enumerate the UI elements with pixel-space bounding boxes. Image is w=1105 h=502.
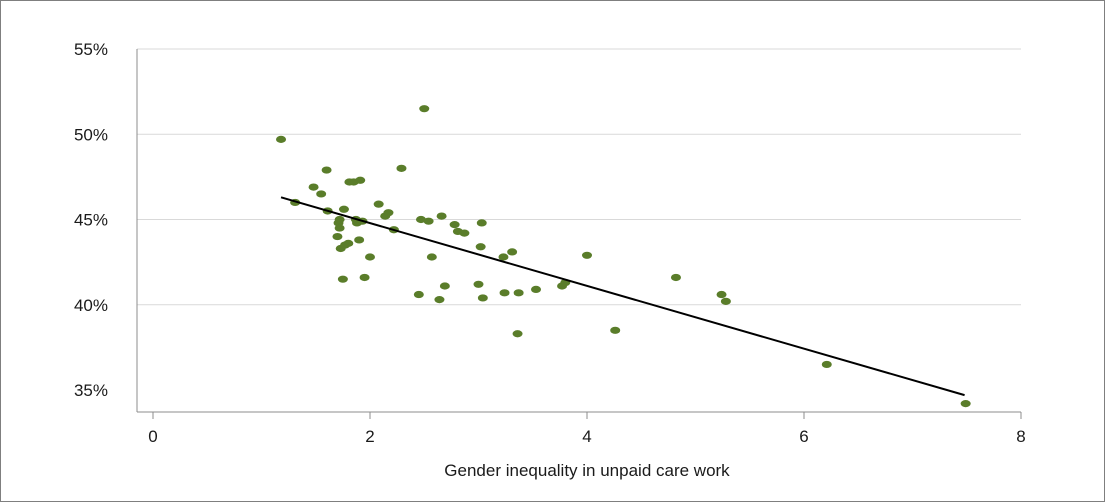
data-point	[337, 275, 348, 283]
x-tick-label: 6	[799, 427, 808, 446]
data-point	[359, 273, 370, 282]
data-point	[960, 400, 971, 408]
data-point	[473, 280, 484, 288]
data-point	[459, 229, 470, 237]
data-point	[531, 285, 542, 294]
data-point	[383, 209, 394, 217]
data-point	[396, 164, 407, 172]
data-point	[426, 253, 437, 261]
data-point	[334, 224, 345, 232]
data-point	[582, 251, 592, 259]
axes: 35% 40% 45% 50% 55% 0 2 4 6 8	[74, 40, 1026, 446]
data-point	[332, 232, 343, 241]
data-point	[513, 289, 524, 297]
data-point	[338, 205, 349, 213]
y-tick-label: 55%	[74, 40, 108, 59]
data-point	[716, 290, 727, 299]
data-point	[413, 290, 424, 299]
y-tick-label: 50%	[74, 125, 108, 144]
y-tick-label: 45%	[74, 211, 108, 230]
data-point	[434, 296, 445, 304]
trendline-group	[280, 196, 965, 397]
trendline	[280, 196, 965, 397]
data-point	[321, 166, 332, 174]
data-point	[354, 236, 365, 244]
data-point	[498, 253, 509, 261]
data-point	[821, 360, 832, 369]
data-point	[475, 243, 486, 251]
data-point	[507, 248, 518, 256]
gridlines	[137, 48, 1021, 306]
x-tick-label: 8	[1016, 427, 1025, 446]
data-point	[512, 330, 523, 338]
data-point	[720, 297, 731, 305]
data-point	[355, 176, 366, 184]
data-point	[415, 215, 426, 224]
y-tick-label: 35%	[74, 381, 108, 400]
data-point	[373, 200, 384, 208]
data-point	[436, 212, 447, 220]
x-axis-title: Gender inequality in unpaid care work	[444, 461, 730, 480]
data-point	[476, 219, 487, 227]
data-point	[477, 294, 488, 302]
data-point	[308, 183, 319, 191]
data-point	[276, 135, 287, 143]
x-tick-label: 2	[365, 427, 374, 446]
data-point	[423, 217, 434, 225]
data-point	[499, 289, 510, 297]
data-point	[670, 273, 681, 282]
data-point	[343, 239, 354, 247]
data-point	[365, 253, 375, 261]
data-points	[276, 105, 971, 408]
y-tick-label: 40%	[74, 296, 108, 315]
data-point	[610, 326, 621, 334]
x-tick-label: 4	[582, 427, 591, 446]
data-point	[334, 215, 345, 224]
data-point	[449, 221, 460, 229]
data-point	[439, 282, 450, 290]
data-point	[316, 190, 327, 198]
x-tick-label: 0	[148, 427, 157, 446]
data-point	[419, 105, 430, 113]
